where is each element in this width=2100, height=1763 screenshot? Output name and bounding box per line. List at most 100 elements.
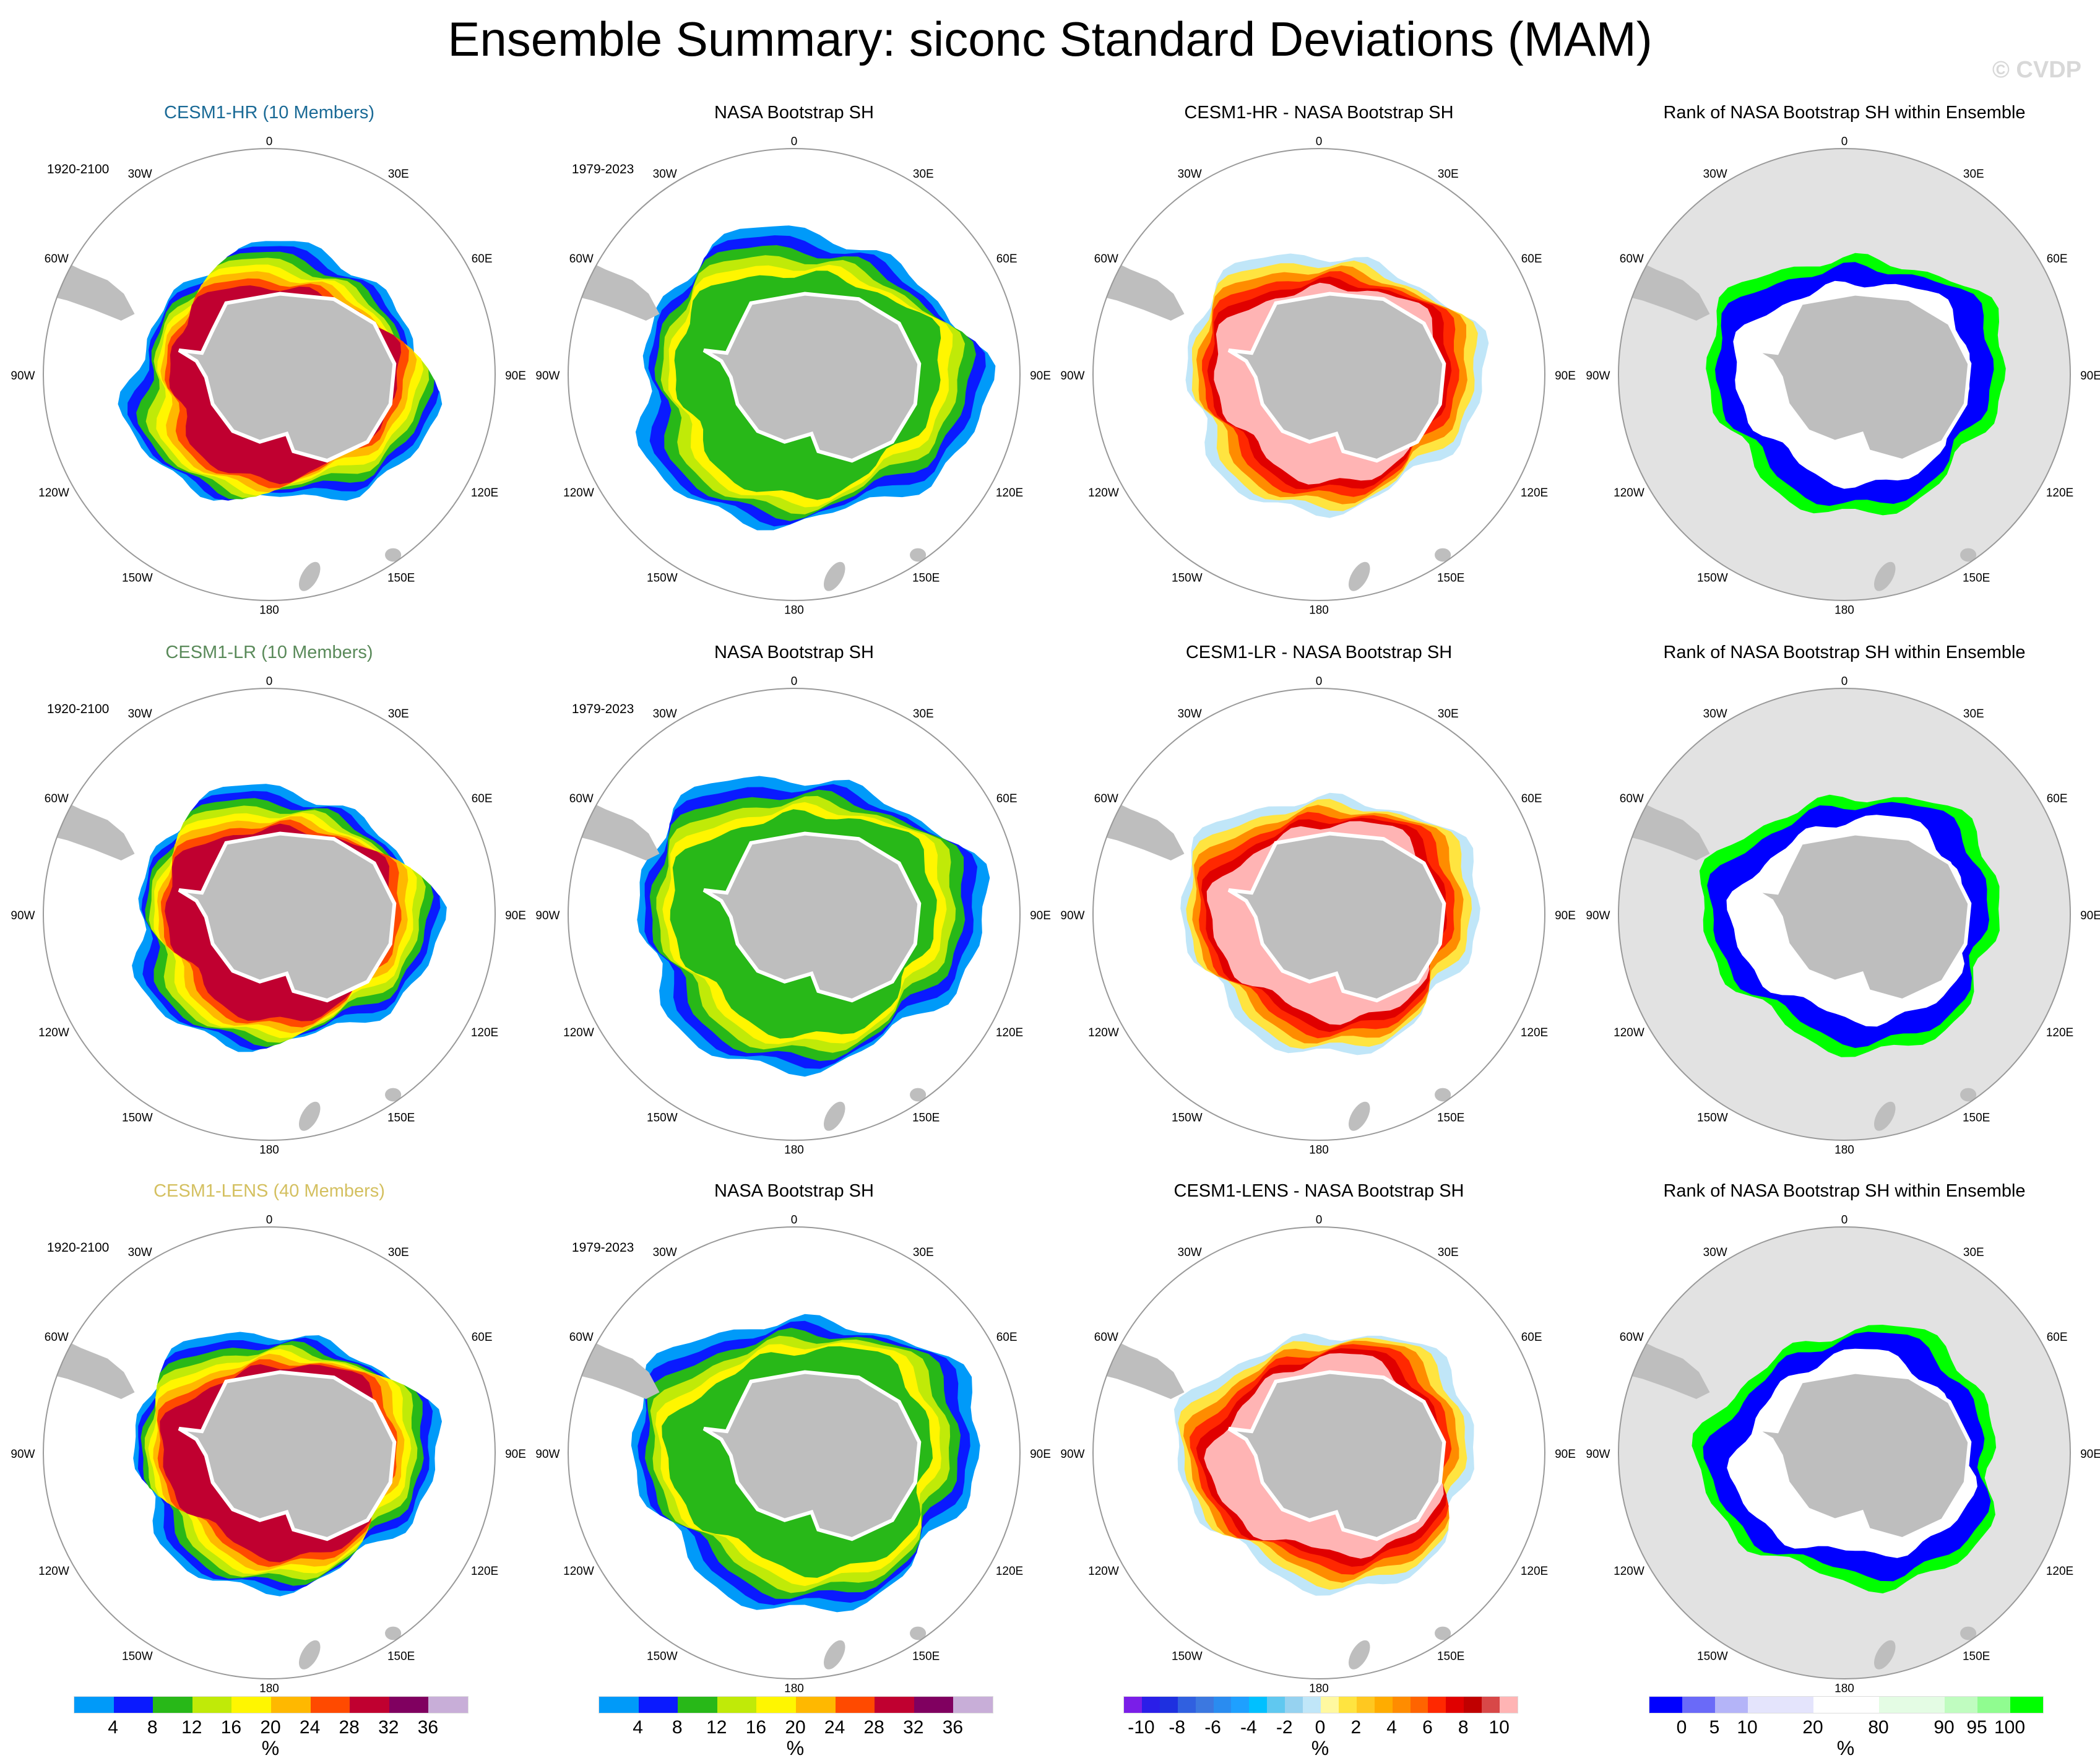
colorbar-tick-label: 4 <box>1386 1717 1397 1738</box>
colorbar <box>1123 1696 1518 1713</box>
longitude-label: 60E <box>472 253 493 266</box>
longitude-label: 180 <box>1309 604 1329 617</box>
longitude-label: 150W <box>647 1650 678 1663</box>
longitude-label: 30E <box>913 1246 934 1259</box>
longitude-label: 150W <box>1172 571 1203 584</box>
tasmania-land <box>910 1626 927 1640</box>
longitude-label: 90E <box>2080 909 2100 922</box>
panel-title: NASA Bootstrap SH <box>714 1181 874 1201</box>
longitude-label: 90W <box>1060 1448 1084 1461</box>
new-zealand-land <box>823 1101 845 1131</box>
longitude-label: 180 <box>1309 1682 1329 1695</box>
tasmania-land <box>385 1088 402 1102</box>
longitude-label: 30E <box>1438 708 1459 721</box>
longitude-label: 0 <box>791 675 798 688</box>
longitude-label: 30W <box>1178 168 1202 181</box>
colorbar-tick-label: -4 <box>1240 1717 1257 1738</box>
longitude-label: 150W <box>1172 1111 1203 1124</box>
longitude-label: 180 <box>259 604 279 617</box>
longitude-label: 90W <box>1586 1448 1610 1461</box>
antarctica-land <box>178 292 397 463</box>
longitude-label: 30E <box>388 708 409 721</box>
longitude-label: 30E <box>1438 168 1459 181</box>
longitude-label: 30E <box>1963 708 1984 721</box>
colorbar-swatch <box>678 1697 717 1713</box>
longitude-label: 150W <box>1172 1650 1203 1663</box>
longitude-label: 120W <box>1614 487 1644 500</box>
tasmania-land <box>1435 548 1451 562</box>
longitude-label: 30W <box>1703 168 1727 181</box>
longitude-label: 120E <box>1521 487 1548 500</box>
longitude-label: 60W <box>569 792 594 805</box>
longitude-label: 150E <box>912 571 940 584</box>
longitude-label: 0 <box>266 136 273 149</box>
longitude-label: 30E <box>388 168 409 181</box>
map-border <box>1092 1226 1545 1679</box>
longitude-label: 60E <box>2047 253 2068 266</box>
colorbar-tick-label: 0 <box>1315 1717 1326 1738</box>
colorbar-swatch <box>1482 1697 1500 1713</box>
longitude-label: 90E <box>1555 370 1576 383</box>
longitude-label: 120W <box>563 487 594 500</box>
colorbar-swatch <box>1748 1697 1781 1713</box>
new-zealand-land <box>1873 1640 1896 1670</box>
colorbar-swatch <box>1338 1697 1357 1713</box>
longitude-label: 30W <box>128 1246 152 1259</box>
colorbar-swatch <box>192 1697 232 1713</box>
longitude-label: 90E <box>1030 1448 1051 1461</box>
period-label: 1979-2023 <box>572 162 634 176</box>
tasmania-land <box>1960 1626 1977 1640</box>
longitude-label: 90E <box>1555 909 1576 922</box>
panel-title: CESM1-LR (10 Members) <box>165 643 373 662</box>
colorbar-swatch <box>599 1697 639 1713</box>
colorbar-tick-label: -8 <box>1169 1717 1186 1738</box>
colorbar-swatch <box>153 1697 192 1713</box>
longitude-label: 30W <box>653 708 677 721</box>
tasmania-land <box>910 548 927 562</box>
colorbar-swatch <box>1141 1697 1160 1713</box>
longitude-label: 60E <box>996 792 1018 805</box>
longitude-label: 30W <box>653 168 677 181</box>
longitude-label: 150E <box>912 1650 940 1663</box>
new-zealand-land <box>1873 1101 1896 1131</box>
panel-title: CESM1-HR (10 Members) <box>164 103 374 123</box>
colorbar-tick-label: 8 <box>672 1717 683 1738</box>
longitude-label: 60E <box>2047 1331 2068 1344</box>
new-zealand-land <box>823 561 845 591</box>
longitude-label: 120W <box>38 1565 69 1578</box>
colorbar-swatch <box>1813 1697 1846 1713</box>
longitude-label: 150E <box>1437 571 1464 584</box>
colorbar-swatch <box>1213 1697 1232 1713</box>
colorbar-swatch <box>1446 1697 1464 1713</box>
colorbar-tick-label: 8 <box>1458 1717 1469 1738</box>
longitude-label: 120E <box>1521 1026 1548 1039</box>
longitude-label: 120E <box>2046 1026 2073 1039</box>
longitude-label: 30W <box>1178 708 1202 721</box>
colorbar-swatch <box>2010 1697 2043 1713</box>
colorbar-swatch <box>1177 1697 1196 1713</box>
colorbar-tick-label: 10 <box>1737 1717 1758 1738</box>
longitude-label: 120W <box>1614 1026 1644 1039</box>
longitude-label: 120W <box>38 1026 69 1039</box>
colorbar-swatch <box>1912 1697 1945 1713</box>
colorbar-swatch <box>1649 1697 1682 1713</box>
map-border <box>568 688 1021 1141</box>
colorbar-swatch <box>1159 1697 1178 1713</box>
period-label: 1979-2023 <box>572 1241 634 1255</box>
panel-title: Rank of NASA Bootstrap SH within Ensembl… <box>1663 103 2025 123</box>
longitude-label: 150E <box>912 1111 940 1124</box>
longitude-label: 120E <box>471 1565 498 1578</box>
map-border <box>1092 148 1545 601</box>
colorbar-swatch <box>1356 1697 1375 1713</box>
colorbar-swatch <box>1715 1697 1748 1713</box>
tasmania-land <box>910 1088 927 1102</box>
longitude-label: 60W <box>1094 1331 1118 1344</box>
colorbar-tick-label: -2 <box>1276 1717 1293 1738</box>
longitude-label: 30W <box>1703 1246 1727 1259</box>
colorbar-swatch <box>1374 1697 1393 1713</box>
colorbar-tick-label: 24 <box>824 1717 845 1738</box>
longitude-label: 180 <box>784 604 804 617</box>
new-zealand-land <box>1873 561 1896 591</box>
colorbar-swatch <box>717 1697 757 1713</box>
longitude-label: 90E <box>1555 1448 1576 1461</box>
